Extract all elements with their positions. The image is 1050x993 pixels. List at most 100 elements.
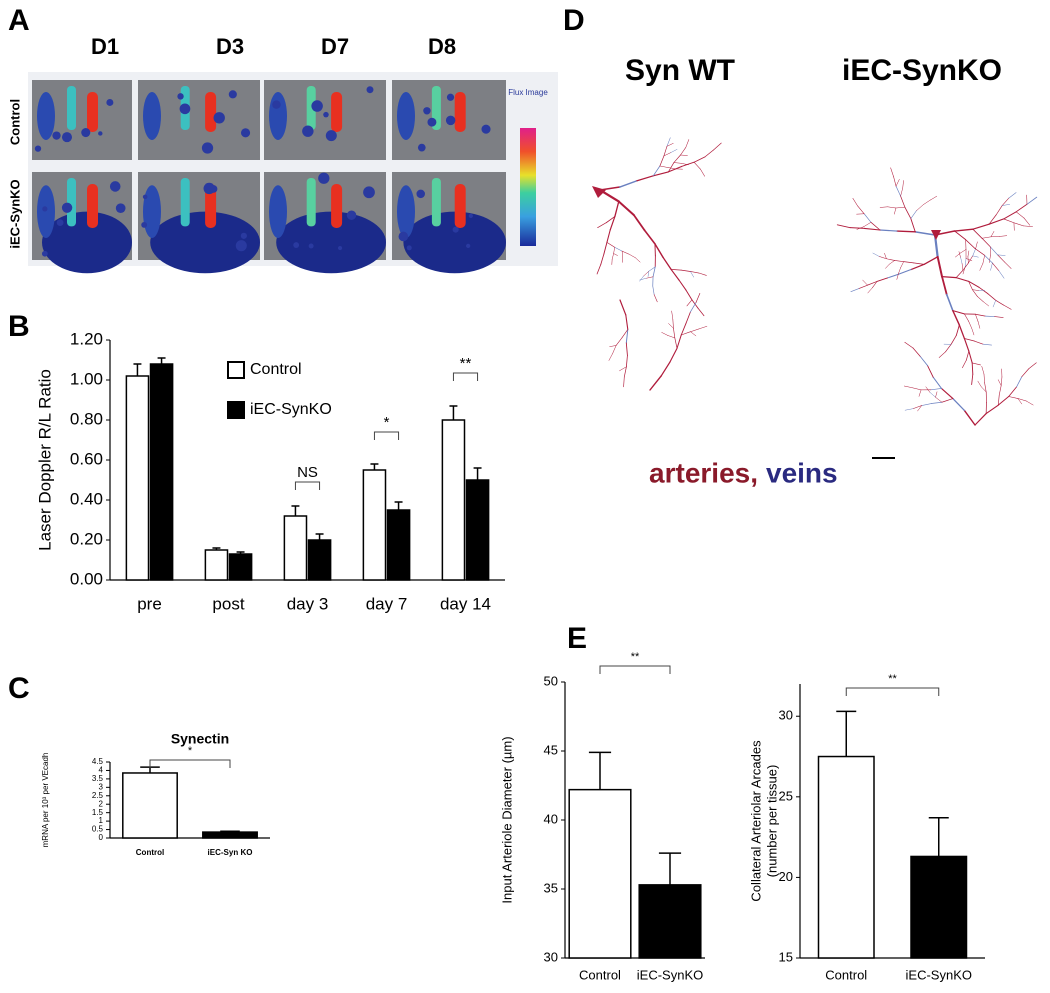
vessel xyxy=(1017,398,1023,405)
vessel xyxy=(863,213,872,223)
x-tick-label: Control xyxy=(825,967,867,982)
vessel xyxy=(997,396,1010,406)
vessel xyxy=(995,205,1003,216)
speck xyxy=(323,111,329,118)
paw xyxy=(331,92,343,132)
vessel xyxy=(614,246,623,252)
speck xyxy=(481,124,491,134)
vessel xyxy=(973,340,984,345)
vessel xyxy=(894,260,905,262)
vessel xyxy=(992,300,996,308)
vessel xyxy=(994,316,1004,318)
vessel xyxy=(856,226,865,230)
vessel xyxy=(988,218,1005,225)
x-tick-label: day 3 xyxy=(287,594,329,613)
vessel xyxy=(1003,211,1017,220)
vessel xyxy=(912,405,922,409)
vessel xyxy=(661,332,669,336)
vessel xyxy=(669,347,678,363)
y-tick-label: 2.5 xyxy=(92,791,104,800)
vessel xyxy=(621,329,629,339)
speck xyxy=(318,172,330,184)
y-tick-label: 20 xyxy=(779,869,793,884)
vessel xyxy=(910,210,917,219)
paw xyxy=(87,184,98,228)
vessel xyxy=(686,299,693,307)
vessel xyxy=(647,270,650,277)
x-tick-label: post xyxy=(212,594,244,613)
error-bar xyxy=(315,533,324,540)
blob xyxy=(143,92,161,140)
significance-label: NS xyxy=(297,464,318,481)
bar-chart: 30 35 40 45 50 Input Arteriole Diameter (µm) C… xyxy=(499,651,705,982)
bar xyxy=(125,375,150,581)
paw xyxy=(67,178,76,227)
vessel xyxy=(678,279,687,291)
y-tick-label: 4 xyxy=(99,766,104,775)
y-tick-label: 0.00 xyxy=(70,569,103,588)
bar xyxy=(465,479,490,581)
image-content xyxy=(397,178,507,274)
paw xyxy=(306,86,316,130)
column-label: D8 xyxy=(428,34,456,59)
vessel xyxy=(1016,376,1023,388)
vessel xyxy=(985,404,999,415)
vessel xyxy=(952,397,966,412)
vessel xyxy=(878,256,887,260)
vessel xyxy=(666,137,671,147)
y-axis-label: Laser Doppler R/L Ratio xyxy=(35,369,54,551)
artery-marker xyxy=(592,186,606,198)
vessel xyxy=(917,405,922,412)
vessel xyxy=(1028,362,1037,370)
significance-label: * xyxy=(384,414,390,431)
vessel xyxy=(900,195,906,208)
vessel xyxy=(659,155,665,167)
y-tick-label: 2 xyxy=(99,799,104,808)
y-tick-label: 1.00 xyxy=(70,369,103,388)
vessel xyxy=(903,261,914,264)
vessel xyxy=(1015,211,1025,219)
panel-letter: C xyxy=(8,672,30,705)
vessel xyxy=(662,256,672,271)
vessel xyxy=(1008,192,1017,199)
speck xyxy=(325,130,337,142)
vessel xyxy=(998,385,1002,396)
vessel xyxy=(984,382,987,393)
y-tick-label: 1.20 xyxy=(70,329,103,348)
bar xyxy=(283,515,308,581)
vessel xyxy=(900,261,904,269)
y-axis-label: mRNA per 10³ per VEcadh xyxy=(41,753,50,848)
vessel xyxy=(713,142,722,151)
vessel xyxy=(1021,368,1030,378)
colorbar-title: Flux Image xyxy=(508,88,548,97)
bar-chart: 00.511.522.533.544.5 mRNA per 10³ per VEc… xyxy=(41,731,270,857)
vessel xyxy=(660,361,671,377)
image-content xyxy=(143,86,251,154)
vessel xyxy=(940,387,954,400)
speck xyxy=(142,194,148,200)
vessel xyxy=(667,165,683,173)
vessel xyxy=(925,386,931,393)
paw xyxy=(205,92,217,132)
y-tick-label: 0 xyxy=(99,833,104,842)
vessel xyxy=(989,254,991,263)
blob xyxy=(42,211,132,274)
bar xyxy=(638,884,702,959)
vessel xyxy=(596,264,602,275)
speck xyxy=(417,143,426,152)
speck xyxy=(42,206,48,212)
vessel xyxy=(659,165,669,168)
vessel xyxy=(872,281,878,288)
vessel xyxy=(867,287,873,294)
vessel xyxy=(941,275,948,296)
speck xyxy=(235,240,247,252)
vessel xyxy=(671,310,674,320)
vessel xyxy=(941,276,957,279)
speck xyxy=(445,115,456,126)
x-tick-label: pre xyxy=(137,594,162,613)
error-bar xyxy=(928,817,949,857)
vessel xyxy=(609,215,616,231)
vessel xyxy=(1026,196,1038,205)
y-tick-label: 0.60 xyxy=(70,449,103,468)
vessel xyxy=(1008,396,1019,399)
